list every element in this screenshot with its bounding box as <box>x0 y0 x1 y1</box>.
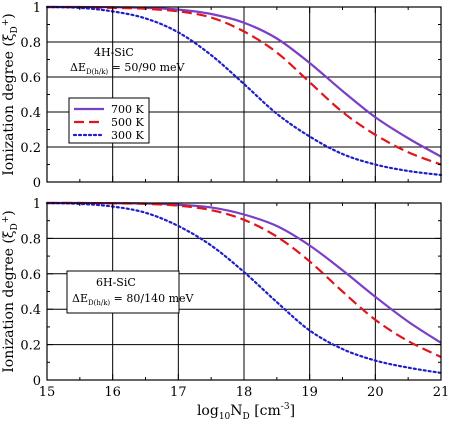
y-tick-label: 0 <box>33 176 41 191</box>
y-tick-label: 0 <box>33 374 41 389</box>
y-tick-label: 1 <box>33 197 41 212</box>
y-tick-label: 0.8 <box>20 36 41 51</box>
x-tick-label: 21 <box>433 385 450 400</box>
y-tick-label: 1 <box>33 1 41 16</box>
annotation-material: 6H-SiC <box>96 276 136 289</box>
x-tick-label: 16 <box>104 385 121 400</box>
chart-panel-4h-sic: 0 0.2 0.4 0.6 0.8 1 Ionization degree (ξD+) 4H-… <box>1 1 443 191</box>
legend-box <box>68 97 150 144</box>
y-tick-label: 0.6 <box>20 71 41 86</box>
annotation-energy: ΔED(h/k) = 80/140 meV <box>72 292 195 307</box>
y-tick-label: 0.2 <box>20 141 41 156</box>
legend-label: 500 K <box>111 116 144 129</box>
y-axis-label: Ionization degree (ξD+) <box>1 210 20 373</box>
x-tick-label: 18 <box>236 385 253 400</box>
y-tick-label: 0.4 <box>20 106 41 121</box>
legend-label: 300 K <box>111 129 144 142</box>
x-tick-label: 17 <box>170 385 187 400</box>
x-tick-label: 15 <box>39 385 56 400</box>
legend-label: 700 K <box>111 103 144 116</box>
chart-panel-6h-sic: 15 16 17 18 19 20 21 0 0.2 0.4 0.6 0.8 1 Ionization d… <box>1 197 449 400</box>
y-tick-label: 0.6 <box>20 268 41 283</box>
x-tick-label: 20 <box>367 385 384 400</box>
y-tick-label: 0.4 <box>20 303 41 318</box>
y-tick-label: 0.8 <box>20 232 41 247</box>
annotation-energy: ΔED(h/k) = 50/90 meV <box>70 61 186 76</box>
annotation-box <box>66 270 180 314</box>
annotation-material: 4H-SiC <box>94 46 134 59</box>
x-tick-label: 19 <box>301 385 318 400</box>
x-axis-label: log10ND [cm-3] <box>197 402 295 422</box>
y-axis-label: Ionization degree (ξD+) <box>1 13 20 176</box>
y-tick-label: 0.2 <box>20 339 41 354</box>
